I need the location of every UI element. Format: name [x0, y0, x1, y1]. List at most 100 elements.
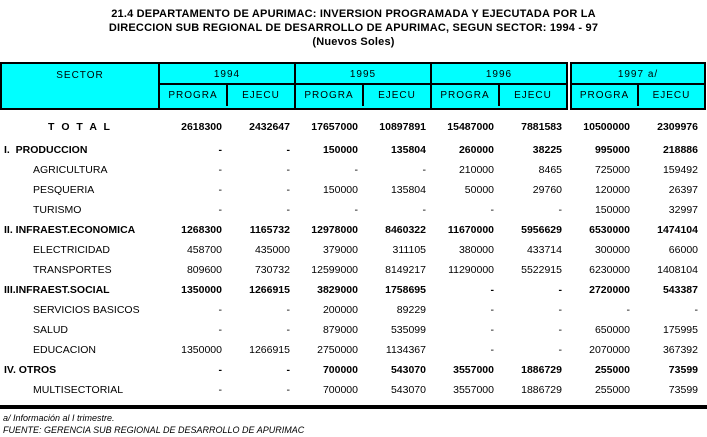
value-cell: 311105: [392, 244, 426, 256]
sector-label: EDUCACION: [33, 344, 97, 356]
value-cell: 12978000: [311, 224, 358, 236]
value-cell: -: [286, 364, 291, 376]
value-cell: 535099: [390, 324, 426, 336]
value-cell: -: [218, 384, 223, 396]
value-cell: 260000: [458, 144, 494, 156]
value-cell: 29760: [532, 184, 562, 196]
title-line-3: (Nuevos Soles): [312, 36, 395, 48]
value-cell: -: [490, 284, 495, 296]
bottom-rule: [0, 405, 707, 409]
sector-label: I. PRODUCCION: [4, 144, 88, 156]
value-cell: 2432647: [249, 121, 290, 133]
sector-label: ELECTRICIDAD: [33, 244, 111, 256]
value-cell: 8465: [538, 164, 562, 176]
value-cell: -: [286, 184, 291, 196]
value-cell: 2070000: [589, 344, 630, 356]
value-cell: 73599: [668, 364, 698, 376]
value-cell: 150000: [594, 204, 630, 216]
table-body: T O T A L 2618300 2432647 17657000 10897891 1…: [0, 114, 707, 400]
value-cell: 380000: [458, 244, 494, 256]
value-cell: -: [218, 364, 223, 376]
year-group-header: 1995 PROGRA EJECU: [294, 62, 432, 110]
table-row: EDUCACION 1350000 1266915 2750000 1134367 - - 2…: [0, 340, 707, 360]
value-cell: -: [286, 144, 291, 156]
table-row: PESQUERIA - - 150000 135804 50000 29760 120000 2…: [0, 180, 707, 200]
value-cell: 1474104: [657, 224, 698, 236]
value-cell: 175995: [662, 324, 698, 336]
table-row: TRANSPORTES 809600 730732 12599000 8149217 11…: [0, 260, 707, 280]
sector-column-header: SECTOR: [0, 62, 160, 110]
value-cell: -: [218, 164, 223, 176]
table-row: ELECTRICIDAD 458700 435000 379000 311105 3800…: [0, 240, 707, 260]
value-cell: -: [694, 304, 699, 316]
table-row: AGRICULTURA - - - - 210000 8465 725000 159492: [0, 160, 707, 180]
value-cell: -: [422, 204, 427, 216]
value-cell: 367392: [662, 344, 698, 356]
year-label: 1995: [296, 64, 430, 85]
value-cell: 995000: [594, 144, 630, 156]
value-cell: 8149217: [385, 264, 426, 276]
value-cell: -: [286, 304, 291, 316]
value-cell: -: [558, 344, 563, 356]
value-cell: -: [490, 324, 495, 336]
value-cell: 135804: [390, 144, 426, 156]
value-cell: -: [422, 164, 427, 176]
value-cell: 1350000: [181, 284, 222, 296]
value-cell: -: [218, 184, 223, 196]
value-cell: 1886729: [521, 384, 562, 396]
table-row: SERVICIOS BASICOS - - 200000 89229 - - - -: [0, 300, 707, 320]
title-line-2: DIRECCION SUB REGIONAL DE DESARROLLO DE …: [108, 22, 599, 34]
value-cell: 2720000: [589, 284, 630, 296]
subcolumn-header: EJECU: [378, 90, 416, 101]
value-cell: 433714: [526, 244, 562, 256]
table-header: SECTOR 1994 PROGRA EJECU 1995 PROGRA EJECU 199…: [0, 62, 707, 110]
value-cell: 89229: [396, 304, 426, 316]
table-row: SALUD - - 879000 535099 - - 650000 175995: [0, 320, 707, 340]
sector-label: III.INFRAEST.SOCIAL: [4, 284, 110, 296]
value-cell: 17657000: [311, 121, 358, 133]
value-cell: 15487000: [447, 121, 494, 133]
value-cell: 1408104: [657, 264, 698, 276]
sector-label: II. INFRAEST.ECONOMICA: [4, 224, 136, 236]
subcolumn-header: EJECU: [242, 90, 280, 101]
year-group-header: 1997 a/PROGRA EJECU: [570, 62, 706, 110]
value-cell: 379000: [322, 244, 358, 256]
subcolumn-header: PROGRA: [160, 85, 228, 106]
table-row: II. INFRAEST.ECONOMICA 1268300 1165732 1297…: [0, 220, 707, 240]
value-cell: -: [354, 204, 359, 216]
value-cell: 255000: [594, 364, 630, 376]
value-cell: 725000: [594, 164, 630, 176]
value-cell: 1350000: [181, 344, 222, 356]
value-cell: 1268300: [181, 224, 222, 236]
sector-label: T O T A L: [48, 121, 112, 133]
value-cell: 435000: [254, 244, 290, 256]
value-cell: 50000: [464, 184, 494, 196]
value-cell: 1758695: [385, 284, 426, 296]
value-cell: -: [218, 144, 223, 156]
value-cell: -: [558, 324, 563, 336]
value-cell: 458700: [186, 244, 222, 256]
value-cell: 2309976: [657, 121, 698, 133]
table-row: T O T A L 2618300 2432647 17657000 10897891 1…: [0, 114, 707, 140]
value-cell: 66000: [668, 244, 698, 256]
value-cell: 255000: [594, 384, 630, 396]
table-row: MULTISECTORIAL - - 700000 543070 3557000 18867…: [0, 380, 707, 400]
value-cell: 2750000: [317, 344, 358, 356]
value-cell: 700000: [322, 384, 358, 396]
value-cell: 700000: [322, 364, 358, 376]
value-cell: -: [286, 384, 291, 396]
sector-label: SALUD: [33, 324, 69, 336]
value-cell: 210000: [458, 164, 494, 176]
table-row: III.INFRAEST.SOCIAL 1350000 1266915 3829000…: [0, 280, 707, 300]
value-cell: 1165732: [249, 224, 290, 236]
value-cell: 10500000: [583, 121, 630, 133]
value-cell: -: [490, 304, 495, 316]
value-cell: 1266915: [249, 284, 290, 296]
value-cell: 218886: [662, 144, 698, 156]
value-cell: 543070: [390, 364, 426, 376]
value-cell: 120000: [594, 184, 630, 196]
value-cell: 543387: [662, 284, 698, 296]
year-label: 1994: [160, 64, 294, 85]
value-cell: 200000: [322, 304, 358, 316]
